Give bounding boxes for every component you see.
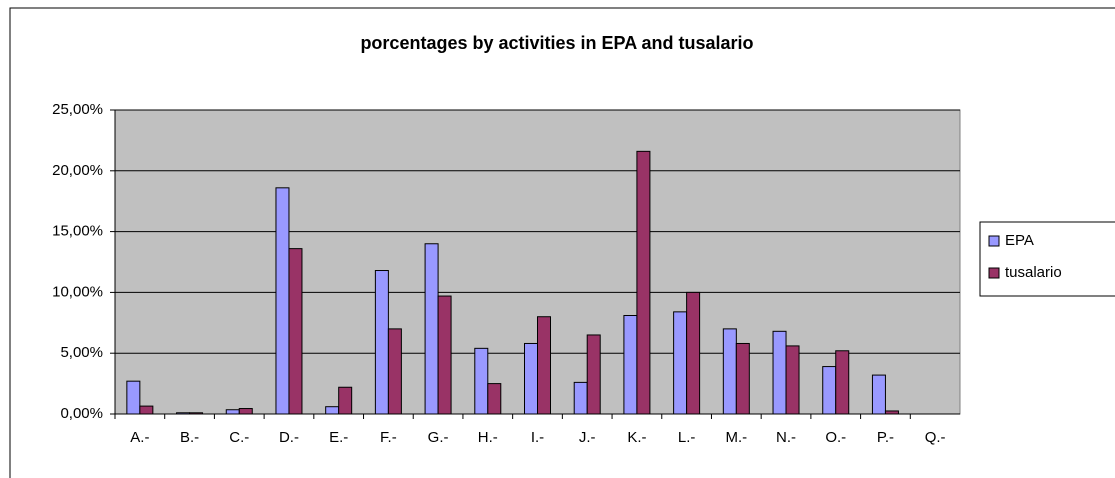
x-tick-label: Q.- [925, 429, 946, 446]
bar [338, 386, 353, 415]
bar [225, 409, 240, 415]
bar [139, 405, 154, 415]
bar [189, 412, 204, 415]
bar [487, 383, 502, 415]
y-tick-label: 10,00% [52, 283, 103, 300]
bar [374, 270, 389, 415]
x-tick-label: L.- [678, 429, 696, 446]
bar [238, 408, 253, 415]
x-tick-label: A.- [130, 429, 149, 446]
y-tick-label: 15,00% [52, 223, 103, 240]
x-tick-label: J.- [579, 429, 596, 446]
bar [884, 410, 899, 415]
bar [835, 350, 850, 415]
bar [325, 406, 340, 415]
x-tick-label: K.- [627, 429, 646, 446]
bar [772, 330, 787, 415]
x-tick-label: O.- [825, 429, 846, 446]
bar [275, 187, 290, 415]
x-tick-label: B.- [180, 429, 199, 446]
x-tick-label: N.- [776, 429, 796, 446]
bar [623, 315, 638, 415]
y-tick-label: 25,00% [52, 101, 103, 118]
bar [474, 347, 489, 415]
y-tick-label: 0,00% [60, 405, 103, 422]
bar [176, 412, 191, 415]
bar [822, 366, 837, 415]
bar [673, 311, 688, 415]
x-tick-label: D.- [279, 429, 299, 446]
x-tick-label: E.- [329, 429, 348, 446]
bar [735, 342, 750, 415]
x-tick-label: P.- [877, 429, 894, 446]
bar [537, 316, 551, 415]
x-tick-label: M.- [725, 429, 747, 446]
y-tick-label: 5,00% [60, 344, 103, 361]
bar [686, 291, 701, 415]
bar [437, 295, 452, 415]
bar [424, 243, 439, 415]
bar [785, 345, 800, 415]
bar [871, 374, 886, 415]
bar [573, 381, 588, 415]
y-tick-label: 20,00% [52, 162, 103, 179]
chart-title: porcentages by activities in EPA and tus… [360, 33, 753, 53]
legend-swatch [988, 235, 1000, 247]
bar [524, 342, 538, 415]
bar [722, 328, 737, 415]
bar [586, 334, 601, 415]
bar [288, 248, 303, 415]
legend-swatch [988, 267, 1000, 279]
x-tick-label: I.- [531, 429, 544, 446]
bar [126, 380, 141, 415]
x-tick-label: H.- [478, 429, 498, 446]
x-tick-label: C.- [229, 429, 249, 446]
legend-label: EPA [1005, 232, 1034, 249]
legend-box [979, 221, 1115, 297]
x-tick-label: F.- [380, 429, 397, 446]
x-tick-label: G.- [428, 429, 449, 446]
bar [636, 150, 651, 415]
legend-label: tusalario [1005, 264, 1062, 281]
bar [387, 328, 402, 415]
